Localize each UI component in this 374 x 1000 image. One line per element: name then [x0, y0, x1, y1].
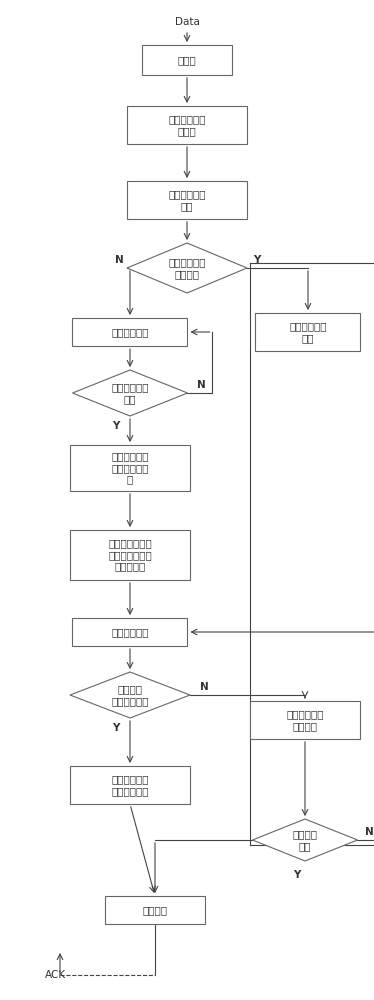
Text: 链路误码率是
否可容忍: 链路误码率是 否可容忍 [168, 257, 206, 279]
Text: 寻找冗余链路: 寻找冗余链路 [111, 327, 149, 337]
Bar [73, 618, 187, 646]
Text: N: N [365, 827, 374, 837]
Bar [70, 445, 190, 491]
Text: 终端生成编码
数据及冗余数
据: 终端生成编码 数据及冗余数 据 [111, 451, 149, 485]
Text: Y: Y [112, 723, 120, 733]
Bar [73, 318, 187, 346]
Text: 接收编码序列
丢弃冗余数据: 接收编码序列 丢弃冗余数据 [111, 774, 149, 796]
Text: 合并译码
无误: 合并译码 无误 [292, 829, 318, 851]
Bar [127, 106, 247, 144]
Text: 与接入星进行
通信: 与接入星进行 通信 [168, 189, 206, 211]
Text: Data: Data [175, 17, 199, 27]
Bar [105, 896, 205, 924]
Text: N: N [200, 682, 208, 692]
Bar [142, 45, 232, 75]
Text: 等待冗余数据
合并译码: 等待冗余数据 合并译码 [286, 709, 324, 731]
Text: 冗余链路是否
空闲: 冗余链路是否 空闲 [111, 382, 149, 404]
Bar [255, 313, 361, 351]
Polygon shape [73, 370, 187, 416]
Text: Y: Y [253, 255, 261, 265]
Bar [250, 701, 360, 739]
Text: 传输成功: 传输成功 [142, 905, 168, 915]
Bar [127, 181, 247, 219]
Text: N: N [197, 380, 206, 390]
Text: Y: Y [112, 421, 120, 431]
Bar [70, 766, 190, 804]
Polygon shape [70, 672, 190, 718]
Text: 分别选择不同链
路传输编码序列
及冗余数据: 分别选择不同链 路传输编码序列 及冗余数据 [108, 538, 152, 572]
Text: 接收端缓冲区: 接收端缓冲区 [111, 627, 149, 637]
Text: Y: Y [293, 870, 301, 880]
Text: 发送端: 发送端 [178, 55, 196, 65]
Text: N: N [114, 255, 123, 265]
Text: 按原方案继续
通信: 按原方案继续 通信 [289, 321, 327, 343]
Text: 编码序列
单路译码无误: 编码序列 单路译码无误 [111, 684, 149, 706]
Text: ACK: ACK [45, 970, 65, 980]
Polygon shape [252, 819, 358, 861]
Polygon shape [127, 243, 247, 293]
Text: 编码生成删除
卷积码: 编码生成删除 卷积码 [168, 114, 206, 136]
Bar [70, 530, 190, 580]
